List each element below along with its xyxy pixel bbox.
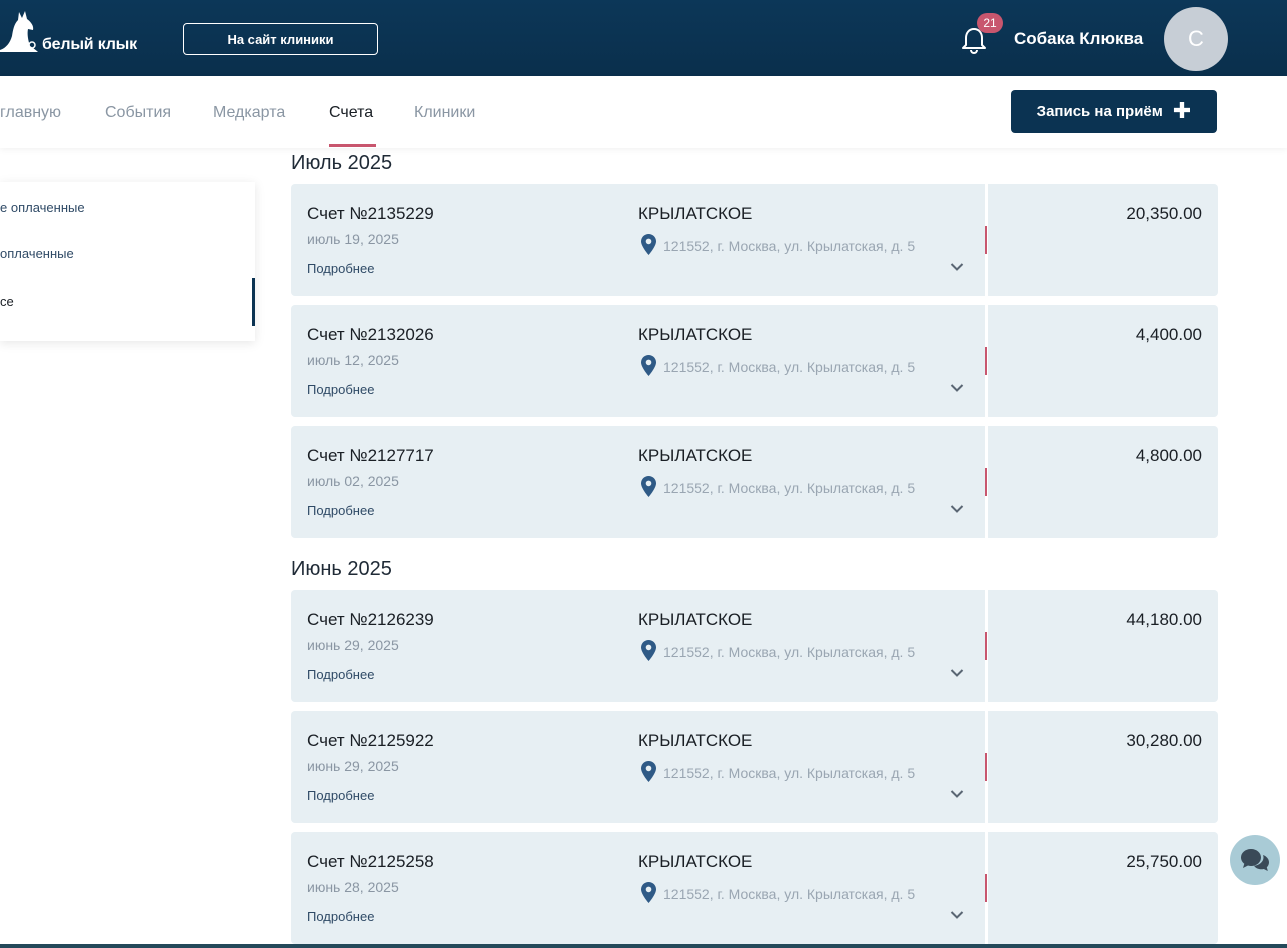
invoice-card[interactable]: Счет №2127717 июль 02, 2025 Подробнее КР…	[291, 426, 1218, 538]
details-link[interactable]: Подробнее	[307, 503, 375, 518]
status-mark	[985, 226, 987, 254]
filter-paid[interactable]: оплаченные	[0, 246, 74, 261]
location-pin-icon	[641, 355, 656, 376]
details-link[interactable]: Подробнее	[307, 909, 375, 924]
invoice-amount: 25,750.00	[1126, 852, 1202, 871]
status-mark	[985, 874, 987, 902]
invoice-date: июнь 29, 2025	[307, 758, 399, 774]
invoice-date: июль 12, 2025	[307, 352, 399, 368]
book-appointment-button[interactable]: Запись на приём ✚	[1011, 90, 1217, 133]
location-pin-icon	[641, 882, 656, 903]
dog-logo-icon	[0, 11, 38, 52]
book-appointment-label: Запись на приём	[1036, 103, 1163, 120]
chevron-down-icon[interactable]	[950, 504, 964, 514]
details-link[interactable]: Подробнее	[307, 667, 375, 682]
invoice-date: июль 19, 2025	[307, 231, 399, 247]
clinic-name: КРЫЛАТСКОЕ	[638, 852, 753, 871]
invoice-number: Счет №2132026	[307, 325, 434, 344]
chevron-down-icon[interactable]	[950, 262, 964, 272]
status-mark	[985, 753, 987, 781]
filter-unpaid[interactable]: е оплаченные	[0, 200, 85, 215]
location-pin-icon	[641, 234, 656, 255]
chevron-down-icon[interactable]	[950, 383, 964, 393]
invoice-card[interactable]: Счет №2125258 июнь 28, 2025 Подробнее КР…	[291, 832, 1218, 944]
main-nav: главную События Медкарта Счета Клиники З…	[0, 76, 1287, 148]
details-link[interactable]: Подробнее	[307, 382, 375, 397]
clinic-address: 121552, г. Москва, ул. Крылатская, д. 5	[663, 359, 916, 375]
clinic-address: 121552, г. Москва, ул. Крылатская, д. 5	[663, 765, 916, 781]
invoice-card[interactable]: Счет №2126239 июнь 29, 2025 Подробнее КР…	[291, 590, 1218, 702]
details-link[interactable]: Подробнее	[307, 261, 375, 276]
status-mark	[985, 347, 987, 375]
nav-item-home[interactable]: главную	[0, 104, 62, 121]
chevron-down-icon[interactable]	[950, 789, 964, 799]
clinic-address: 121552, г. Москва, ул. Крылатская, д. 5	[663, 886, 916, 902]
clinic-name: КРЫЛАТСКОЕ	[638, 446, 753, 465]
month-heading: Июнь 2025	[291, 558, 392, 580]
clinic-address: 121552, г. Москва, ул. Крылатская, д. 5	[663, 238, 916, 254]
invoice-number: Счет №2126239	[307, 610, 434, 629]
invoice-number: Счет №2125922	[307, 731, 434, 750]
notification-badge: 21	[977, 13, 1003, 33]
invoice-date: июль 02, 2025	[307, 473, 399, 489]
status-mark	[985, 632, 987, 660]
invoice-number: Счет №2125258	[307, 852, 434, 871]
invoice-number: Счет №2135229	[307, 204, 434, 223]
logo[interactable]: белый клык	[0, 10, 137, 56]
filter-selected-indicator	[252, 278, 255, 326]
invoice-amount: 4,400.00	[1135, 325, 1202, 344]
chat-icon	[1241, 849, 1269, 871]
clinic-name: КРЫЛАТСКОЕ	[638, 204, 753, 223]
nav-item-medcard[interactable]: Медкарта	[213, 104, 286, 121]
invoice-filter-panel: е оплаченные оплаченные се	[0, 182, 255, 341]
invoice-amount: 20,350.00	[1126, 204, 1202, 223]
invoice-amount: 4,800.00	[1135, 446, 1202, 465]
invoice-card[interactable]: Счет №2125922 июнь 29, 2025 Подробнее КР…	[291, 711, 1218, 823]
clinic-address: 121552, г. Москва, ул. Крылатская, д. 5	[663, 644, 916, 660]
bell-icon[interactable]	[961, 26, 987, 54]
location-pin-icon	[641, 640, 656, 661]
location-pin-icon	[641, 476, 656, 497]
nav-item-events[interactable]: События	[105, 104, 172, 121]
chevron-down-icon[interactable]	[950, 910, 964, 920]
clinic-name: КРЫЛАТСКОЕ	[638, 731, 753, 750]
month-heading: Июль 2025	[291, 152, 393, 174]
active-tab-indicator	[329, 144, 376, 147]
clinic-address: 121552, г. Москва, ул. Крылатская, д. 5	[663, 480, 916, 496]
clinic-site-button[interactable]: На сайт клиники	[183, 23, 378, 55]
clinic-name: КРЫЛАТСКОЕ	[638, 610, 753, 629]
invoice-card[interactable]: Счет №2132026 июль 12, 2025 Подробнее КР…	[291, 305, 1218, 417]
nav-item-invoices[interactable]: Счета	[329, 104, 374, 121]
bottom-strip	[0, 944, 1287, 948]
clinic-name: КРЫЛАТСКОЕ	[638, 325, 753, 344]
invoice-number: Счет №2127717	[307, 446, 434, 465]
chevron-down-icon[interactable]	[950, 668, 964, 678]
details-link[interactable]: Подробнее	[307, 788, 375, 803]
invoice-date: июнь 29, 2025	[307, 637, 399, 653]
status-mark	[985, 468, 987, 496]
invoice-amount: 44,180.00	[1126, 610, 1202, 629]
plus-icon: ✚	[1172, 97, 1192, 123]
logo-text: белый клык	[42, 36, 137, 53]
invoice-date: июнь 28, 2025	[307, 879, 399, 895]
top-header: белый клык На сайт клиники 21 Собака Клю…	[0, 0, 1287, 76]
avatar[interactable]: С	[1164, 7, 1228, 71]
user-name[interactable]: Собака Клюква	[1014, 29, 1144, 48]
filter-all[interactable]: се	[0, 294, 14, 309]
nav-item-clinics[interactable]: Клиники	[414, 104, 476, 121]
invoice-amount: 30,280.00	[1126, 731, 1202, 750]
location-pin-icon	[641, 761, 656, 782]
chat-button[interactable]	[1230, 835, 1280, 885]
invoice-card[interactable]: Счет №2135229 июль 19, 2025 Подробнее КР…	[291, 184, 1218, 296]
